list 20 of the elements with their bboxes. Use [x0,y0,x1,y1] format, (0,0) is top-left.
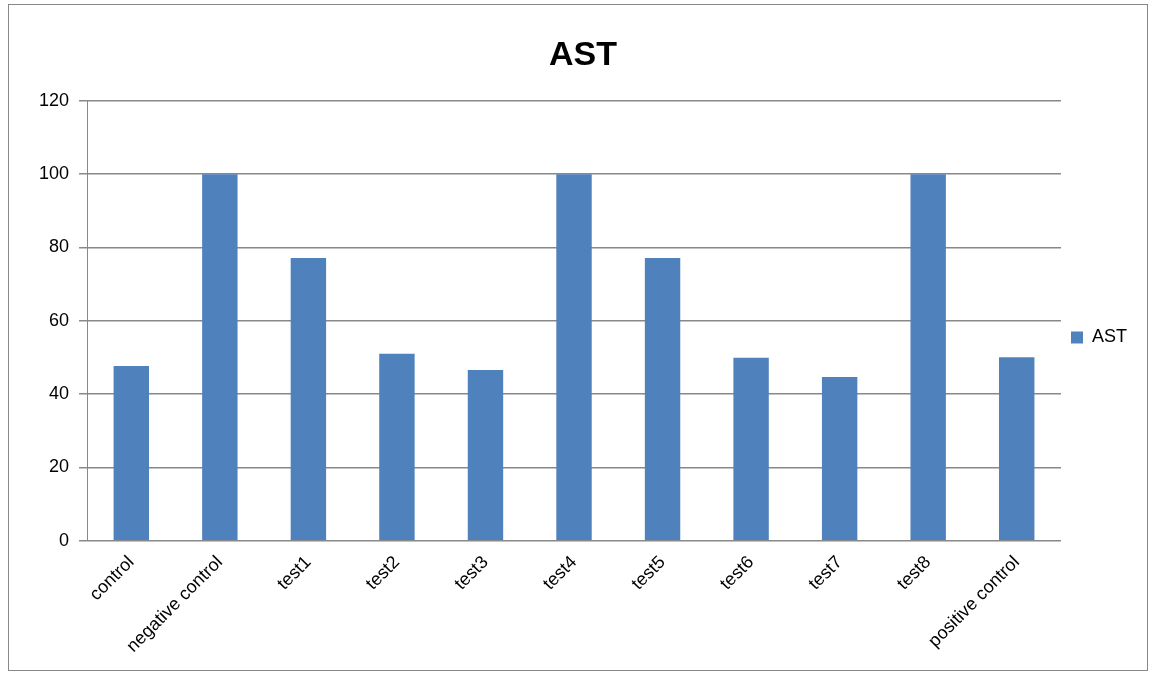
bar [556,174,592,541]
bar [290,258,327,541]
y-tick-label: 20 [49,456,70,477]
bar [910,174,946,541]
bar [202,174,238,541]
bar [821,376,858,541]
y-tick-label: 60 [49,309,70,330]
y-tick-label: 100 [38,163,70,184]
chart-title: AST [549,33,618,72]
bar [113,365,150,541]
y-tick-label: 80 [49,236,70,257]
y-tick-label: 0 [59,529,70,550]
bar [379,353,415,541]
bar [999,357,1035,541]
bar [644,258,681,541]
legend-label: AST [1091,326,1128,347]
bar [733,357,769,541]
bar [467,369,504,541]
y-tick-label: 40 [49,383,70,404]
y-tick-label: 120 [38,89,70,110]
